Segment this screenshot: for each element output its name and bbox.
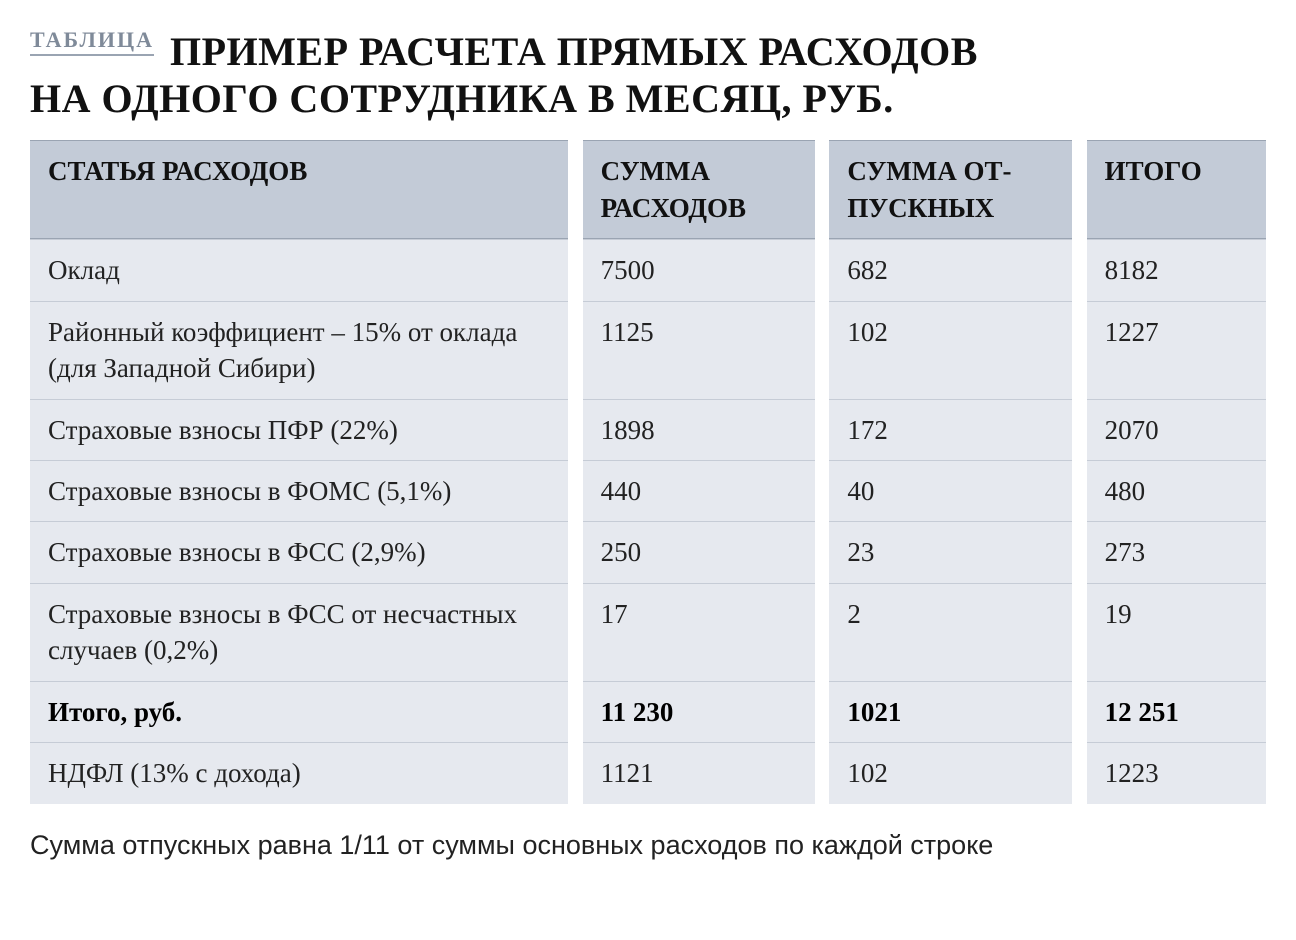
table-cell: 102 [829,742,1072,803]
table-cell: 12 251 [1087,681,1266,742]
table-cell: 2 [829,583,1072,681]
col-header: СУММА ОТ­ПУСКНЫХ [829,140,1072,239]
table-cell: Страховые взносы в ФСС от несчаст­ных сл… [30,583,568,681]
table-cell: 1227 [1087,301,1266,399]
cell-gap [568,521,583,582]
cell-gap [1072,742,1087,803]
table-cell: 102 [829,301,1072,399]
table-cell: 682 [829,239,1072,300]
cell-gap [568,239,583,300]
table-cell: Итого, руб. [30,681,568,742]
heading-title-line2: НА ОДНОГО СОТРУДНИКА В МЕСЯЦ, РУБ. [30,75,1266,122]
table-row: Страховые взносы в ФОМС (5,1%)44040480 [30,460,1266,521]
table-cell: 11 230 [583,681,815,742]
cell-gap [815,460,830,521]
table-cell: 1021 [829,681,1072,742]
table-cell: 8182 [1087,239,1266,300]
cell-gap [568,301,583,399]
cell-gap [815,742,830,803]
cell-gap [1072,399,1087,460]
cell-gap [815,239,830,300]
cell-gap [815,521,830,582]
table-row: НДФЛ (13% с дохода)11211021223 [30,742,1266,803]
table-cell: 2070 [1087,399,1266,460]
cell-gap [815,301,830,399]
table-cell: Страховые взносы в ФСС (2,9%) [30,521,568,582]
table-cell: 40 [829,460,1072,521]
cell-gap [1072,681,1087,742]
col-gap [568,140,583,239]
cell-gap [568,399,583,460]
table-cell: 23 [829,521,1072,582]
cell-gap [1072,583,1087,681]
table-row: Оклад75006828182 [30,239,1266,300]
table-cell: 250 [583,521,815,582]
table-row: Страховые взносы в ФСС (2,9%)25023273 [30,521,1266,582]
table-cell: 19 [1087,583,1266,681]
table-cell: 1223 [1087,742,1266,803]
cell-gap [1072,521,1087,582]
table-cell: 273 [1087,521,1266,582]
table-cell: 1898 [583,399,815,460]
cell-gap [1072,460,1087,521]
cell-gap [568,460,583,521]
col-header: ИТОГО [1087,140,1266,239]
cell-gap [815,583,830,681]
table-cell: 480 [1087,460,1266,521]
table-cell: 1121 [583,742,815,803]
cell-gap [815,399,830,460]
table-cell: Страховые взносы ПФР (22%) [30,399,568,460]
table-header-row: СТАТЬЯ РАСХОДОВ СУММА РАСХОДОВ СУММА ОТ­… [30,140,1266,239]
table-cell: Оклад [30,239,568,300]
col-gap [815,140,830,239]
cell-gap [1072,239,1087,300]
table-body: Оклад75006828182Районный коэффициент – 1… [30,239,1266,803]
table-row: Районный коэффициент – 15% от оклада (дл… [30,301,1266,399]
heading-tag: ТАБЛИЦА [30,28,154,56]
cell-gap [568,681,583,742]
table-cell: 17 [583,583,815,681]
col-header: СТАТЬЯ РАСХОДОВ [30,140,568,239]
table-row: Страховые взносы ПФР (22%)18981722070 [30,399,1266,460]
table-cell: Страховые взносы в ФОМС (5,1%) [30,460,568,521]
col-gap [1072,140,1087,239]
table-row: Итого, руб.11 230102112 251 [30,681,1266,742]
table-heading: ТАБЛИЦА ПРИМЕР РАСЧЕТА ПРЯМЫХ РАСХОДОВ Н… [30,28,1266,122]
table-cell: НДФЛ (13% с дохода) [30,742,568,803]
cell-gap [568,742,583,803]
table-cell: Районный коэффициент – 15% от оклада (дл… [30,301,568,399]
cell-gap [568,583,583,681]
expenses-table: СТАТЬЯ РАСХОДОВ СУММА РАСХОДОВ СУММА ОТ­… [30,140,1266,803]
table-head: СТАТЬЯ РАСХОДОВ СУММА РАСХОДОВ СУММА ОТ­… [30,140,1266,239]
table-cell: 172 [829,399,1072,460]
table-row: Страховые взносы в ФСС от несчаст­ных сл… [30,583,1266,681]
heading-title-line1: ПРИМЕР РАСЧЕТА ПРЯМЫХ РАСХОДОВ [170,29,978,74]
cell-gap [815,681,830,742]
table-cell: 7500 [583,239,815,300]
table-cell: 440 [583,460,815,521]
table-cell: 1125 [583,301,815,399]
col-header: СУММА РАСХОДОВ [583,140,815,239]
cell-gap [1072,301,1087,399]
footnote-text: Сумма отпускных равна 1/11 от суммы осно… [30,830,1266,861]
